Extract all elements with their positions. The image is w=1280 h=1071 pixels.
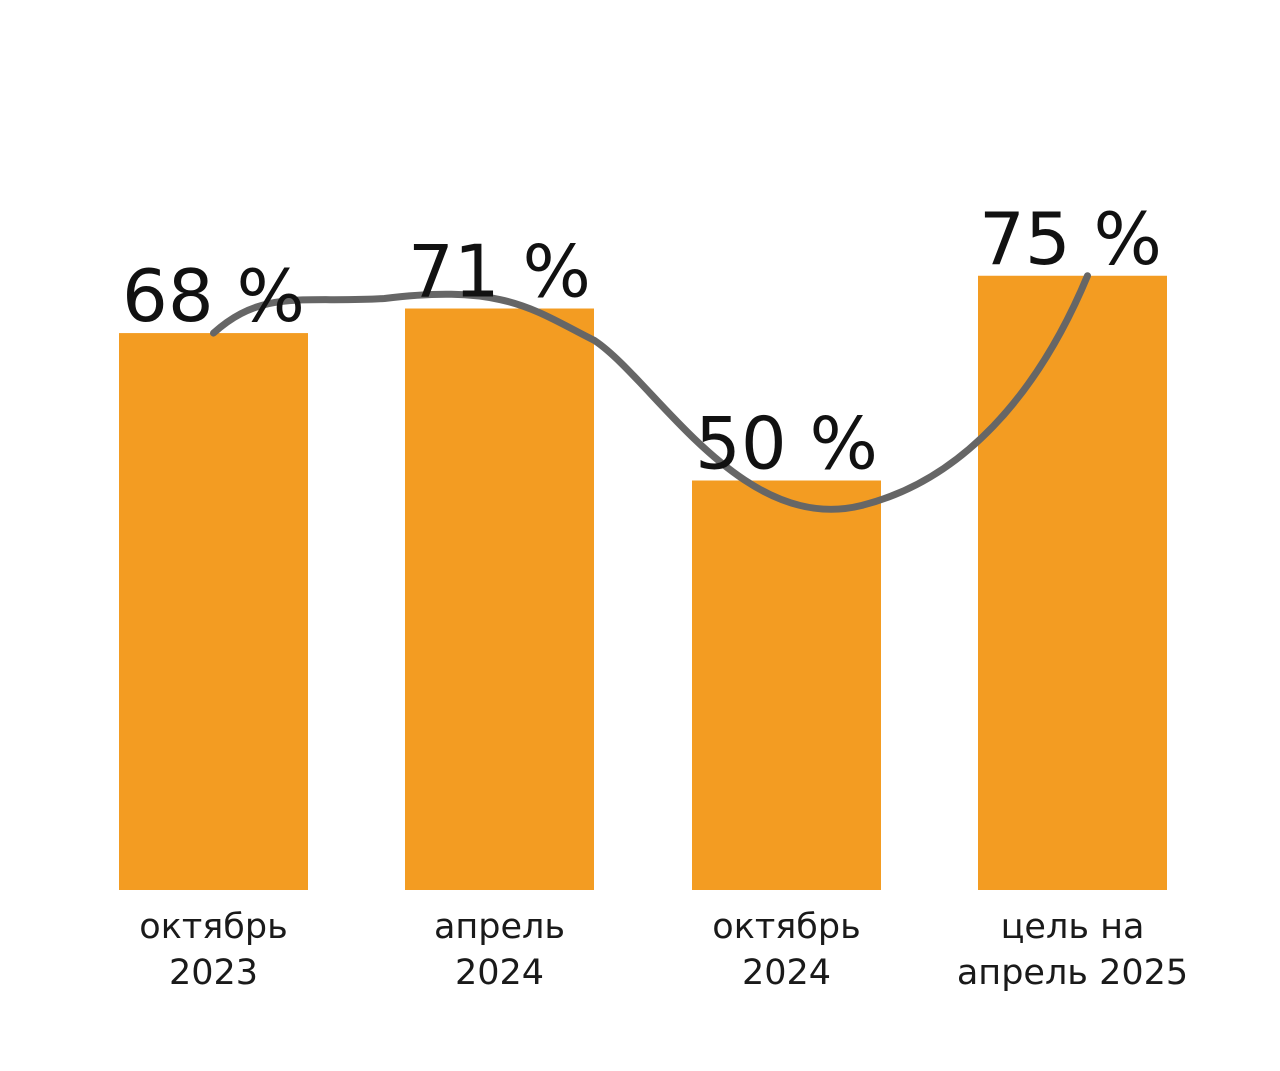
value-label-3: 50 % [695,402,878,486]
value-labels: 68 % 71 % 50 % 75 % [122,197,1162,486]
bar-2 [405,308,594,890]
category-labels: октябрь 2023 апрель 2024 октябрь 2024 цель на а… [139,907,1188,993]
bar-3 [692,480,881,890]
bars-layer [119,275,1167,891]
value-label-2: 71 % [408,230,591,314]
category-label-line: цель на [1001,907,1145,947]
trend-line [210,272,1091,513]
category-label-line: 2023 [169,953,258,993]
category-label-2: апрель 2024 [434,907,565,993]
category-label-line: октябрь [712,907,860,947]
category-label-4: цель на апрель 2025 [957,907,1188,993]
category-label-3: октябрь 2024 [712,907,860,993]
category-label-line: 2024 [455,953,544,993]
bar-1 [119,333,308,891]
trend-layer [210,272,1091,513]
bar-4 [978,275,1167,890]
category-label-1: октябрь 2023 [139,907,287,993]
value-label-4: 75 % [979,197,1162,281]
value-label-1: 68 % [122,254,305,338]
category-label-line: 2024 [742,953,831,993]
category-label-line: октябрь [139,907,287,947]
category-label-line: апрель [434,907,565,947]
category-label-line: апрель 2025 [957,953,1188,993]
